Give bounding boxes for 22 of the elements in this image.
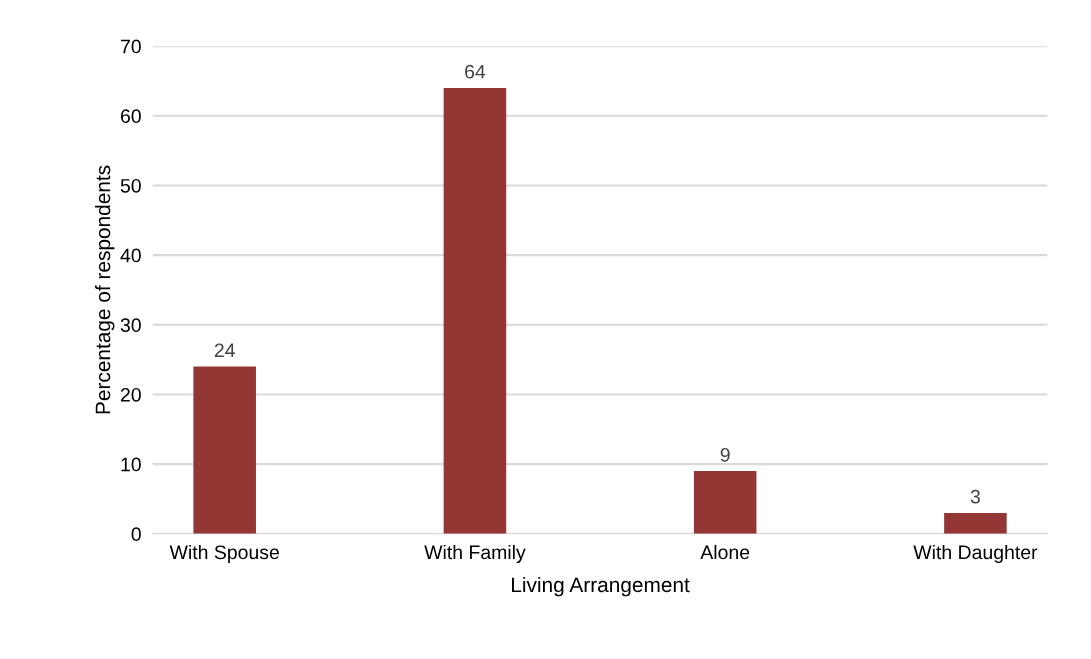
bar — [193, 366, 256, 534]
x-tick-label: With Family — [424, 544, 526, 564]
data-label: 24 — [214, 343, 235, 357]
x-tick-label: With Daughter — [913, 544, 1038, 564]
x-tick-label: Alone — [700, 544, 750, 560]
data-label: 64 — [465, 64, 486, 79]
x-tick-label: With Spouse — [169, 544, 279, 564]
bar — [443, 87, 507, 534]
x-axis-title: Living Arrangement — [512, 576, 690, 597]
data-label: 9 — [720, 447, 730, 462]
y-tick-label: 70 — [121, 39, 141, 54]
bar — [693, 471, 757, 534]
bar — [944, 512, 1007, 534]
y-tick-label: 60 — [120, 109, 141, 124]
data-label: 3 — [970, 489, 980, 504]
y-tick-label: 10 — [121, 457, 141, 472]
y-tick-label: 50 — [120, 178, 141, 193]
y-tick-label: 0 — [131, 527, 141, 542]
y-tick-label: 40 — [120, 248, 141, 263]
y-tick-label: 30 — [120, 318, 141, 333]
y-tick-label: 20 — [120, 387, 141, 402]
y-axis-title: Percentage of respondents — [95, 165, 115, 414]
